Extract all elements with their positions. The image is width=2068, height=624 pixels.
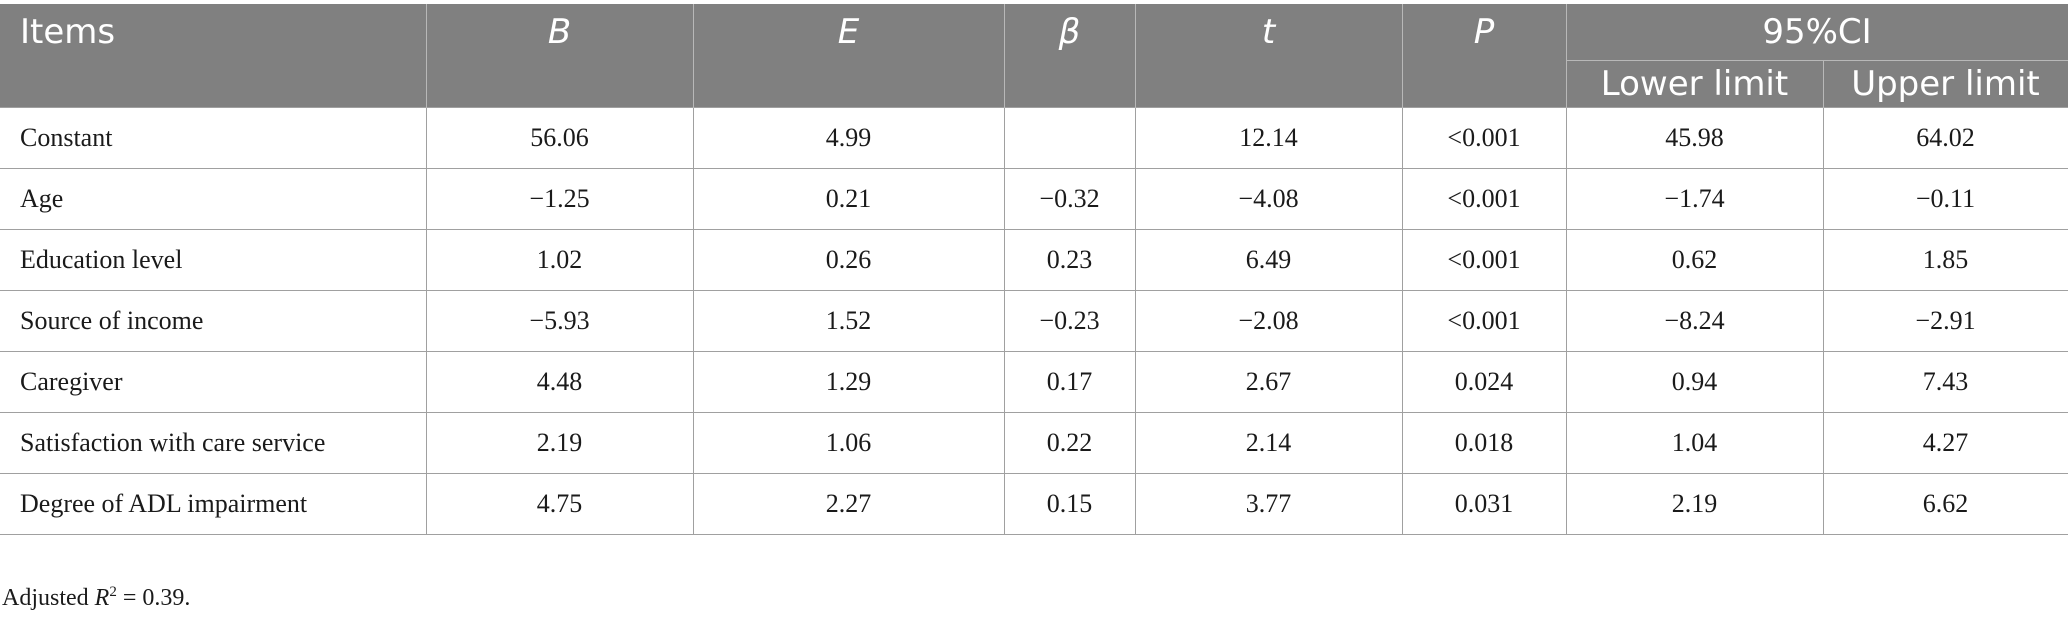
cell-t: −4.08 [1134, 168, 1403, 230]
cell-t: 3.77 [1134, 473, 1403, 535]
table-header: Items B E β t P 95%CI Lower limit Upper … [0, 4, 2068, 108]
cell-lower: 0.62 [1565, 229, 1824, 291]
cell-t: 6.49 [1134, 229, 1403, 291]
cell-item: Source of income [0, 290, 427, 352]
table-row: Caregiver 4.48 1.29 0.17 2.67 0.024 0.94 7.43 [0, 351, 2068, 413]
cell-beta: 0.15 [1003, 473, 1136, 535]
regression-table: Items B E β t P 95%CI Lower limit Upper … [0, 4, 2068, 535]
cell-b: 1.02 [425, 229, 694, 291]
cell-item: Satisfaction with care service [0, 412, 427, 474]
cell-item: Constant [0, 107, 427, 169]
table-row: Satisfaction with care service 2.19 1.06 0.… [0, 412, 2068, 474]
header-beta: β [1003, 4, 1136, 108]
cell-upper: −2.91 [1822, 290, 2068, 352]
cell-e: 2.27 [692, 473, 1005, 535]
cell-e: 0.26 [692, 229, 1005, 291]
header-ci: 95%CI [1565, 4, 2068, 61]
cell-item: Caregiver [0, 351, 427, 413]
cell-lower: 45.98 [1565, 107, 1824, 169]
table-row: Constant 56.06 4.99 12.14 <0.001 45.98 64.02 [0, 107, 2068, 169]
cell-lower: 0.94 [1565, 351, 1824, 413]
footnote-variable: R [94, 585, 110, 611]
cell-p: 0.031 [1401, 473, 1567, 535]
cell-item: Degree of ADL impairment [0, 473, 427, 535]
cell-e: 4.99 [692, 107, 1005, 169]
header-p: P [1401, 4, 1567, 108]
cell-beta: −0.32 [1003, 168, 1136, 230]
cell-b: 4.75 [425, 473, 694, 535]
header-upper-limit: Upper limit [1822, 60, 2068, 108]
table-row: Education level 1.02 0.26 0.23 6.49 <0.001 0.6… [0, 229, 2068, 291]
cell-b: −1.25 [425, 168, 694, 230]
table-body: Constant 56.06 4.99 12.14 <0.001 45.98 64.02 Ag… [0, 107, 2068, 535]
footnote-prefix: Adjusted [2, 585, 95, 611]
cell-p: 0.018 [1401, 412, 1567, 474]
footnote-value: = 0.39. [116, 585, 191, 611]
header-b: B [425, 4, 694, 108]
table-row: Source of income −5.93 1.52 −0.23 −2.08 <0.00… [0, 290, 2068, 352]
cell-beta: 0.23 [1003, 229, 1136, 291]
cell-e: 1.29 [692, 351, 1005, 413]
cell-e: 1.52 [692, 290, 1005, 352]
cell-lower: 1.04 [1565, 412, 1824, 474]
cell-item: Education level [0, 229, 427, 291]
cell-b: −5.93 [425, 290, 694, 352]
cell-beta: 0.17 [1003, 351, 1136, 413]
cell-t: 2.67 [1134, 351, 1403, 413]
cell-p: <0.001 [1401, 229, 1567, 291]
footnote-superscript: 2 [109, 584, 117, 600]
header-e: E [692, 4, 1005, 108]
cell-upper: −0.11 [1822, 168, 2068, 230]
cell-b: 56.06 [425, 107, 694, 169]
table-row: Degree of ADL impairment 4.75 2.27 0.15 3.77… [0, 473, 2068, 535]
cell-lower: 2.19 [1565, 473, 1824, 535]
header-lower-limit: Lower limit [1565, 60, 1824, 108]
cell-item: Age [0, 168, 427, 230]
cell-e: 0.21 [692, 168, 1005, 230]
cell-e: 1.06 [692, 412, 1005, 474]
cell-b: 4.48 [425, 351, 694, 413]
table-row: Age −1.25 0.21 −0.32 −4.08 <0.001 −1.74 −0.11 [0, 168, 2068, 230]
cell-upper: 4.27 [1822, 412, 2068, 474]
cell-beta [1003, 107, 1136, 169]
header-t: t [1134, 4, 1403, 108]
cell-t: −2.08 [1134, 290, 1403, 352]
cell-upper: 1.85 [1822, 229, 2068, 291]
header-items: Items [0, 4, 427, 108]
cell-upper: 6.62 [1822, 473, 2068, 535]
footnote: Adjusted R2 = 0.39. [2, 584, 190, 612]
cell-p: <0.001 [1401, 290, 1567, 352]
cell-t: 2.14 [1134, 412, 1403, 474]
cell-upper: 64.02 [1822, 107, 2068, 169]
cell-upper: 7.43 [1822, 351, 2068, 413]
cell-p: 0.024 [1401, 351, 1567, 413]
cell-lower: −1.74 [1565, 168, 1824, 230]
cell-p: <0.001 [1401, 107, 1567, 169]
cell-t: 12.14 [1134, 107, 1403, 169]
cell-p: <0.001 [1401, 168, 1567, 230]
cell-lower: −8.24 [1565, 290, 1824, 352]
cell-beta: 0.22 [1003, 412, 1136, 474]
cell-b: 2.19 [425, 412, 694, 474]
cell-beta: −0.23 [1003, 290, 1136, 352]
